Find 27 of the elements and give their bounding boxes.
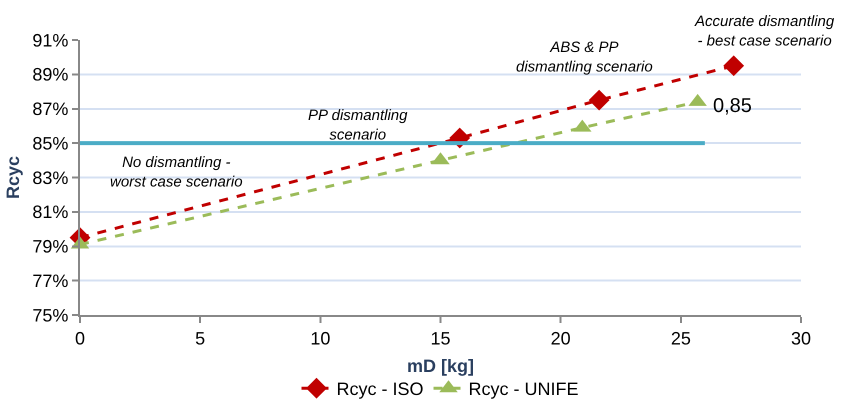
y-tick-label: 81% [32,202,68,222]
x-tick-label: 0 [74,328,86,349]
y-tick-label: 75% [32,305,68,326]
y-tick-label: 89% [32,64,68,85]
x-tick-label: 10 [310,328,330,349]
y-tick-label: 91% [32,30,68,50]
x-tick-label: 5 [195,328,206,349]
y-axis-title: Rcyc [3,156,24,200]
y-tick-label: 85% [32,133,68,154]
annotation: PP dismantling scenario [308,107,408,144]
x-tick-label: 20 [550,328,571,349]
y-tick-label: 79% [32,236,68,257]
annotation: ABS & PP dismantling scenario [516,39,653,76]
x-tick-label: 30 [790,328,812,349]
point [723,55,744,76]
annotation: No dismantling - worst case scenario [110,154,243,190]
legend-label: Rcyc - ISO [336,379,424,400]
annotation: Accurate dismantling - best case scenario [694,13,835,50]
x-tick-label: 25 [670,328,691,349]
y-tick-label: 83% [32,168,68,188]
y-tick-label: 87% [32,99,68,120]
point [588,90,610,111]
y-tick-label: 77% [32,270,68,291]
x-axis-title: mD [kg] [407,356,474,376]
annotation: 0,85 [713,95,752,117]
x-tick-label: 15 [430,328,451,349]
legend-label: Rcyc - UNIFE [468,379,579,400]
